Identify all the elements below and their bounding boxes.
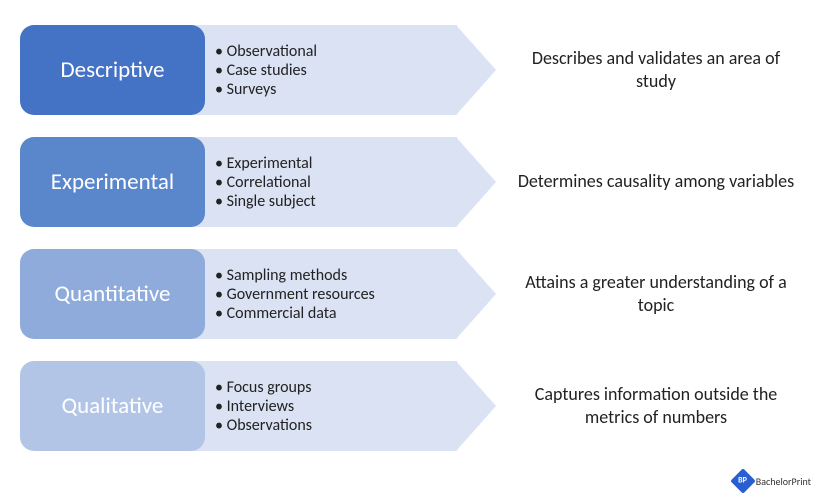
arrow-body: ObservationalCase studiesSurveys — [187, 25, 457, 115]
arrow-body: Focus groupsInterviewsObservations — [187, 361, 457, 451]
bullet-item: Case studies — [215, 61, 317, 80]
arrow: ObservationalCase studiesSurveys — [187, 25, 497, 115]
arrow: Focus groupsInterviewsObservations — [187, 361, 497, 451]
category-tab: Descriptive — [20, 25, 205, 115]
diagram-row: QualitativeFocus groupsInterviewsObserva… — [20, 361, 805, 451]
bullet-item: Government resources — [215, 285, 375, 304]
arrow-head — [456, 25, 496, 115]
logo-icon — [730, 468, 755, 493]
bullet-list: ObservationalCase studiesSurveys — [215, 42, 317, 99]
arrow: ExperimentalCorrelationalSingle subject — [187, 137, 497, 227]
row-description: Determines causality among variables — [497, 137, 805, 227]
arrow-head — [456, 137, 496, 227]
diagram-rows: DescriptiveObservationalCase studiesSurv… — [20, 25, 805, 451]
arrow-head — [456, 361, 496, 451]
bullet-item: Observational — [215, 42, 317, 61]
category-tab: Experimental — [20, 137, 205, 227]
arrow-body: Sampling methodsGovernment resourcesComm… — [187, 249, 457, 339]
arrow-head — [456, 249, 496, 339]
logo-text: BachelorPrint — [756, 475, 811, 488]
bullet-list: Focus groupsInterviewsObservations — [215, 378, 312, 435]
bullet-item: Focus groups — [215, 378, 312, 397]
brand-logo: BachelorPrint — [734, 472, 811, 490]
arrow-body: ExperimentalCorrelationalSingle subject — [187, 137, 457, 227]
bullet-item: Commercial data — [215, 304, 375, 323]
bullet-list: ExperimentalCorrelationalSingle subject — [215, 154, 316, 211]
category-tab: Quantitative — [20, 249, 205, 339]
bullet-item: Single subject — [215, 192, 316, 211]
category-tab: Qualitative — [20, 361, 205, 451]
row-description: Captures information outside the metrics… — [497, 361, 805, 451]
row-description: Describes and validates an area of study — [497, 25, 805, 115]
bullet-item: Observations — [215, 416, 312, 435]
arrow: Sampling methodsGovernment resourcesComm… — [187, 249, 497, 339]
bullet-item: Surveys — [215, 80, 317, 99]
bullet-item: Experimental — [215, 154, 316, 173]
bullet-item: Correlational — [215, 173, 316, 192]
diagram-row: QuantitativeSampling methodsGovernment r… — [20, 249, 805, 339]
row-description: Attains a greater understanding of a top… — [497, 249, 805, 339]
bullet-item: Sampling methods — [215, 266, 375, 285]
diagram-row: DescriptiveObservationalCase studiesSurv… — [20, 25, 805, 115]
bullet-item: Interviews — [215, 397, 312, 416]
bullet-list: Sampling methodsGovernment resourcesComm… — [215, 266, 375, 323]
diagram-row: ExperimentalExperimentalCorrelationalSin… — [20, 137, 805, 227]
